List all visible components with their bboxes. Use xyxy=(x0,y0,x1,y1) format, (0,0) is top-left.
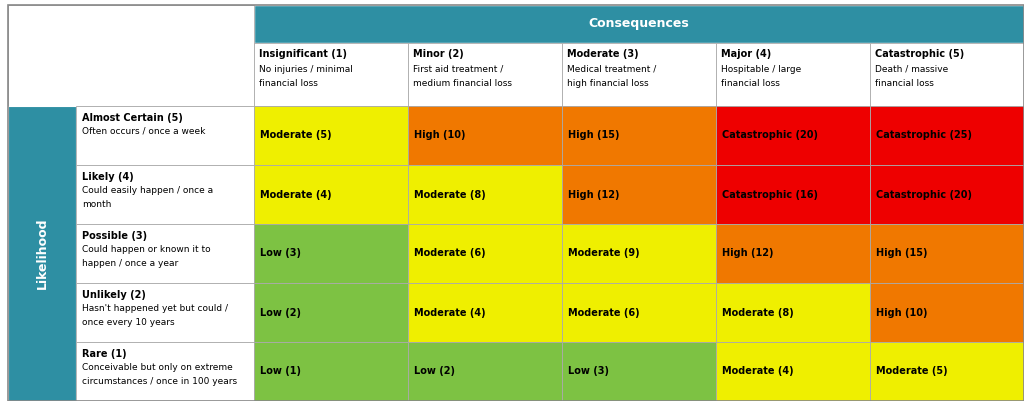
Bar xyxy=(408,106,562,165)
Text: financial loss: financial loss xyxy=(259,79,317,88)
Text: month: month xyxy=(82,200,112,209)
Text: Death / massive: Death / massive xyxy=(874,65,948,74)
Text: Catastrophic (16): Catastrophic (16) xyxy=(722,190,818,200)
Text: Could happen or known it to: Could happen or known it to xyxy=(82,245,211,254)
Bar xyxy=(408,283,562,342)
Text: Moderate (6): Moderate (6) xyxy=(414,249,485,259)
Text: Medical treatment /: Medical treatment / xyxy=(567,65,656,74)
Text: Moderate (4): Moderate (4) xyxy=(722,367,794,377)
Text: Unlikely (2): Unlikely (2) xyxy=(82,290,145,300)
Bar xyxy=(76,165,254,224)
Text: Hospitable / large: Hospitable / large xyxy=(721,65,801,74)
Bar xyxy=(408,165,562,224)
Text: Often occurs / once a week: Often occurs / once a week xyxy=(82,127,206,136)
Text: Moderate (4): Moderate (4) xyxy=(260,190,332,200)
Bar xyxy=(870,224,1024,283)
Text: circumstances / once in 100 years: circumstances / once in 100 years xyxy=(82,377,238,386)
Bar xyxy=(716,224,870,283)
Text: High (10): High (10) xyxy=(876,308,928,318)
Bar xyxy=(716,43,870,106)
Text: Catastrophic (5): Catastrophic (5) xyxy=(874,49,965,59)
Text: financial loss: financial loss xyxy=(874,79,934,88)
Text: Moderate (4): Moderate (4) xyxy=(414,308,485,318)
Bar xyxy=(562,342,716,401)
Bar xyxy=(408,342,562,401)
Text: Moderate (5): Moderate (5) xyxy=(876,367,947,377)
Text: Moderate (8): Moderate (8) xyxy=(414,190,485,200)
Bar xyxy=(254,224,408,283)
Text: happen / once a year: happen / once a year xyxy=(82,259,178,268)
Text: Conceivable but only on extreme: Conceivable but only on extreme xyxy=(82,363,232,372)
Bar xyxy=(408,224,562,283)
Bar xyxy=(870,43,1024,106)
Bar xyxy=(8,5,254,106)
Text: Likely (4): Likely (4) xyxy=(82,172,134,182)
Text: Low (2): Low (2) xyxy=(260,308,301,318)
Bar xyxy=(562,43,716,106)
Bar xyxy=(716,342,870,401)
Text: Hasn't happened yet but could /: Hasn't happened yet but could / xyxy=(82,304,228,313)
Text: Low (1): Low (1) xyxy=(260,367,301,377)
Bar xyxy=(254,43,408,106)
Text: Low (2): Low (2) xyxy=(414,367,455,377)
Text: High (15): High (15) xyxy=(876,249,928,259)
Text: No injuries / minimal: No injuries / minimal xyxy=(259,65,353,74)
Bar xyxy=(870,283,1024,342)
Text: High (12): High (12) xyxy=(722,249,773,259)
Text: Catastrophic (20): Catastrophic (20) xyxy=(722,130,818,140)
Bar xyxy=(254,165,408,224)
Bar xyxy=(562,224,716,283)
Bar xyxy=(254,283,408,342)
Text: Major (4): Major (4) xyxy=(721,49,771,59)
Bar xyxy=(76,342,254,401)
Text: High (12): High (12) xyxy=(568,190,620,200)
Text: Moderate (6): Moderate (6) xyxy=(568,308,640,318)
Text: Low (3): Low (3) xyxy=(568,367,609,377)
Bar xyxy=(254,5,1024,43)
Text: High (10): High (10) xyxy=(414,130,466,140)
Bar xyxy=(870,342,1024,401)
Text: Rare (1): Rare (1) xyxy=(82,349,127,359)
Bar xyxy=(562,283,716,342)
Text: Likelihood: Likelihood xyxy=(36,218,48,289)
Text: medium financial loss: medium financial loss xyxy=(413,79,512,88)
Bar xyxy=(408,43,562,106)
Text: Moderate (5): Moderate (5) xyxy=(260,130,332,140)
Bar xyxy=(254,342,408,401)
Bar xyxy=(76,106,254,165)
Text: Could easily happen / once a: Could easily happen / once a xyxy=(82,186,213,195)
Bar xyxy=(254,106,408,165)
Bar xyxy=(562,106,716,165)
Bar xyxy=(76,224,254,283)
Text: Moderate (9): Moderate (9) xyxy=(568,249,640,259)
Text: Low (3): Low (3) xyxy=(260,249,301,259)
Bar xyxy=(76,283,254,342)
Bar xyxy=(562,165,716,224)
Text: Insignificant (1): Insignificant (1) xyxy=(259,49,347,59)
Text: High (15): High (15) xyxy=(568,130,620,140)
Bar xyxy=(870,165,1024,224)
Bar xyxy=(716,165,870,224)
Text: financial loss: financial loss xyxy=(721,79,780,88)
Bar xyxy=(8,106,76,401)
Text: Moderate (8): Moderate (8) xyxy=(722,308,794,318)
Bar xyxy=(716,283,870,342)
Text: Catastrophic (20): Catastrophic (20) xyxy=(876,190,972,200)
Text: First aid treatment /: First aid treatment / xyxy=(413,65,503,74)
Text: Almost Certain (5): Almost Certain (5) xyxy=(82,113,183,123)
Bar xyxy=(716,106,870,165)
Text: Possible (3): Possible (3) xyxy=(82,231,147,241)
Text: Consequences: Consequences xyxy=(589,18,689,30)
Text: Minor (2): Minor (2) xyxy=(413,49,464,59)
Bar xyxy=(870,106,1024,165)
Text: high financial loss: high financial loss xyxy=(567,79,648,88)
Text: once every 10 years: once every 10 years xyxy=(82,318,175,327)
Text: Catastrophic (25): Catastrophic (25) xyxy=(876,130,972,140)
Text: Moderate (3): Moderate (3) xyxy=(567,49,639,59)
